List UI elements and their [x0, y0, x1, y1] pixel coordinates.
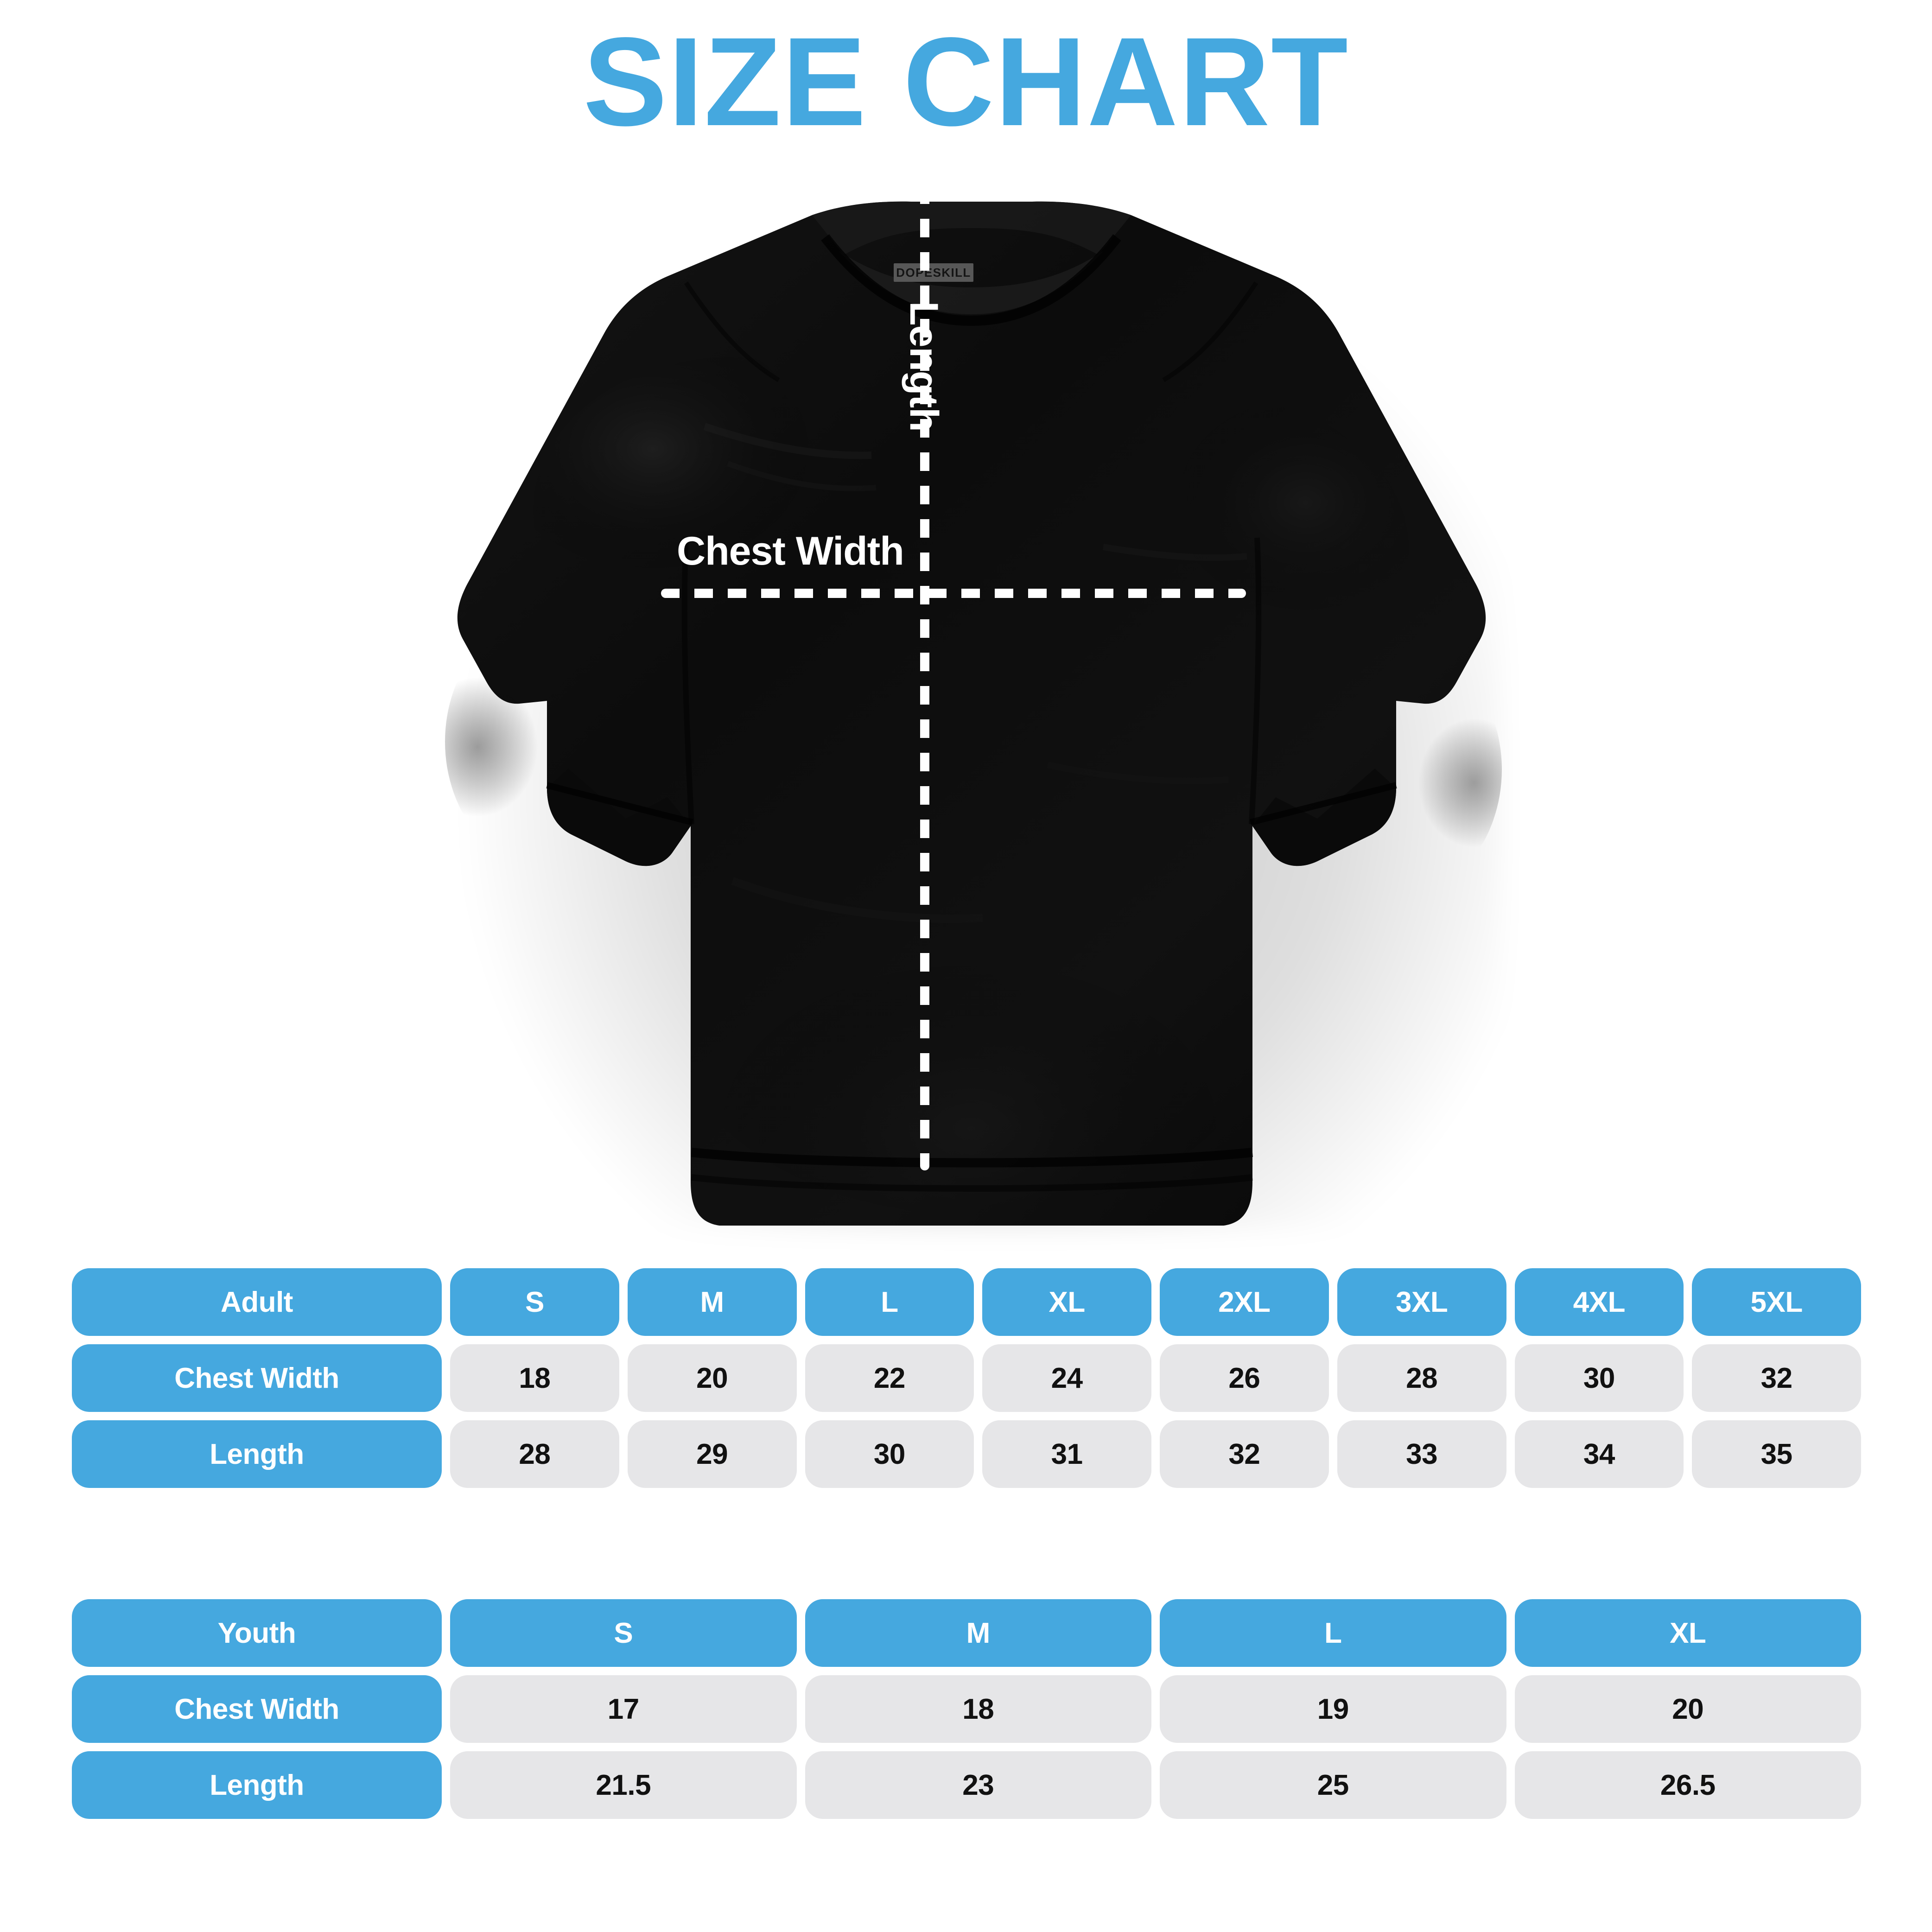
- long-sleeve-shirt-image: [408, 185, 1534, 1252]
- adult-chest-width-5xl: 32: [1692, 1344, 1861, 1412]
- adult-size-4xl: 4XL: [1514, 1268, 1684, 1336]
- adult-size-table: Adult S M L XL 2XL 3XL 4XL 5XL Chest Wid…: [72, 1268, 1861, 1488]
- adult-chest-width-3xl: 28: [1337, 1344, 1506, 1412]
- youth-chest-width-m: 18: [805, 1675, 1151, 1743]
- adult-header-cell: Adult: [72, 1268, 442, 1336]
- table-row: Chest Width 18 20 22 24 26 28 30 32: [72, 1344, 1861, 1412]
- adult-chest-width-2xl: 26: [1160, 1344, 1329, 1412]
- chest-width-label: Chest Width: [677, 529, 904, 573]
- adult-chest-width-label: Chest Width: [72, 1344, 442, 1412]
- adult-length-s: 28: [450, 1420, 619, 1488]
- youth-size-xl: XL: [1514, 1599, 1861, 1667]
- adult-chest-width-m: 20: [627, 1344, 797, 1412]
- adult-chest-width-s: 18: [450, 1344, 619, 1412]
- youth-chest-width-xl: 20: [1514, 1675, 1861, 1743]
- adult-size-3xl: 3XL: [1337, 1268, 1506, 1336]
- chest-width-guide-line: [661, 589, 1246, 598]
- adult-size-2xl: 2XL: [1160, 1268, 1329, 1336]
- adult-size-xl: XL: [982, 1268, 1151, 1336]
- adult-size-m: M: [627, 1268, 797, 1336]
- adult-chest-width-xl: 24: [982, 1344, 1151, 1412]
- table-row: Chest Width 17 18 19 20: [72, 1675, 1861, 1743]
- adult-length-label: Length: [72, 1420, 442, 1488]
- table-row-header: Youth S M L XL: [72, 1599, 1861, 1667]
- adult-length-l: 30: [805, 1420, 974, 1488]
- youth-size-l: L: [1160, 1599, 1506, 1667]
- adult-length-3xl: 33: [1337, 1420, 1506, 1488]
- youth-length-m: 23: [805, 1751, 1151, 1819]
- adult-chest-width-l: 22: [805, 1344, 974, 1412]
- neck-tag-brand: DOPESKILL: [896, 265, 971, 280]
- youth-chest-width-s: 17: [450, 1675, 797, 1743]
- adult-length-4xl: 34: [1514, 1420, 1684, 1488]
- youth-size-table: Youth S M L XL Chest Width 17 18 19 20 L…: [72, 1599, 1861, 1819]
- adult-size-5xl: 5XL: [1692, 1268, 1861, 1336]
- adult-size-l: L: [805, 1268, 974, 1336]
- youth-size-s: S: [450, 1599, 797, 1667]
- adult-chest-width-4xl: 30: [1514, 1344, 1684, 1412]
- youth-length-label: Length: [72, 1751, 442, 1819]
- neck-tag: DOPESKILL: [894, 263, 973, 282]
- length-label: Length: [902, 301, 946, 432]
- adult-length-5xl: 35: [1692, 1420, 1861, 1488]
- youth-chest-width-label: Chest Width: [72, 1675, 442, 1743]
- youth-chest-width-l: 19: [1160, 1675, 1506, 1743]
- table-row: Length 28 29 30 31 32 33 34 35: [72, 1420, 1861, 1488]
- garment-illustration: DOPESKILL Chest Width Length: [408, 185, 1534, 1252]
- youth-header-cell: Youth: [72, 1599, 442, 1667]
- adult-size-s: S: [450, 1268, 619, 1336]
- youth-length-s: 21.5: [450, 1751, 797, 1819]
- youth-length-xl: 26.5: [1514, 1751, 1861, 1819]
- length-guide-line: [920, 185, 929, 1170]
- youth-length-l: 25: [1160, 1751, 1506, 1819]
- adult-length-2xl: 32: [1160, 1420, 1329, 1488]
- table-row: Length 21.5 23 25 26.5: [72, 1751, 1861, 1819]
- page-title: SIZE CHART: [583, 11, 1349, 152]
- adult-length-xl: 31: [982, 1420, 1151, 1488]
- adult-length-m: 29: [627, 1420, 797, 1488]
- table-row-header: Adult S M L XL 2XL 3XL 4XL 5XL: [72, 1268, 1861, 1336]
- youth-size-m: M: [805, 1599, 1151, 1667]
